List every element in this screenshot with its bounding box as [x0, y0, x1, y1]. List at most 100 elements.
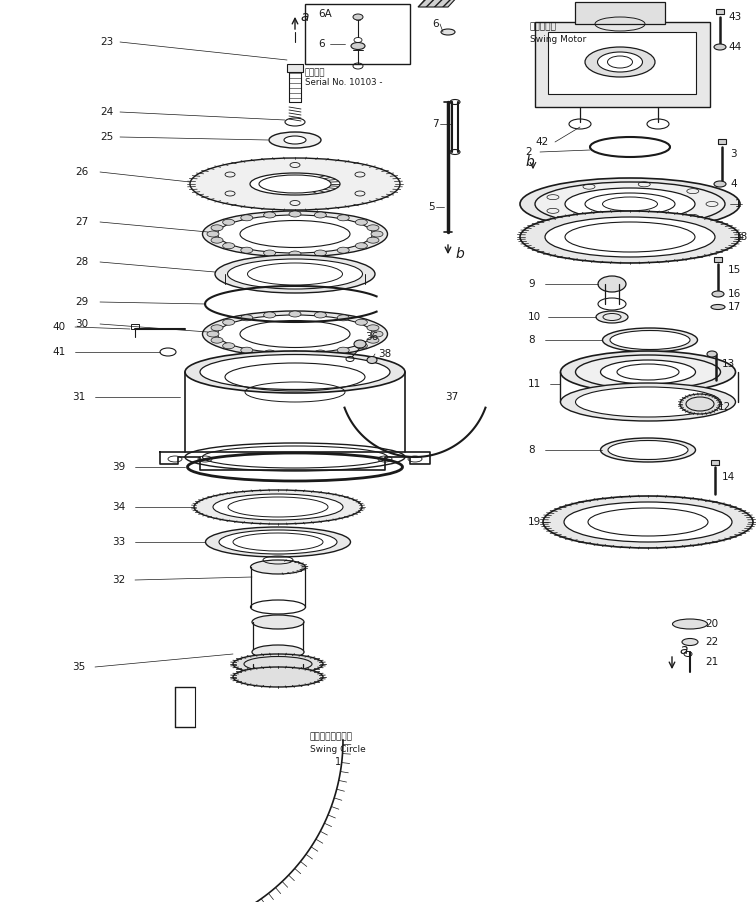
Ellipse shape — [241, 247, 253, 253]
Ellipse shape — [314, 350, 327, 356]
Text: 37: 37 — [445, 392, 458, 402]
Ellipse shape — [337, 247, 349, 253]
Ellipse shape — [211, 337, 223, 343]
Ellipse shape — [289, 311, 301, 317]
Text: 15: 15 — [728, 265, 741, 275]
Text: 旋回モータ: 旋回モータ — [530, 23, 557, 32]
Bar — [548, 32, 696, 94]
Ellipse shape — [252, 645, 304, 659]
Text: 28: 28 — [75, 257, 88, 267]
Text: 12: 12 — [718, 402, 731, 412]
Ellipse shape — [264, 250, 276, 256]
Ellipse shape — [600, 438, 696, 462]
Text: 40: 40 — [52, 322, 65, 332]
Text: 29: 29 — [75, 297, 88, 307]
Ellipse shape — [337, 215, 349, 221]
Text: 20: 20 — [705, 619, 718, 629]
Text: 4: 4 — [730, 179, 736, 189]
Text: 24: 24 — [100, 107, 113, 117]
Ellipse shape — [250, 560, 305, 574]
Text: 1: 1 — [335, 757, 341, 767]
Ellipse shape — [367, 237, 379, 244]
Text: 31: 31 — [72, 392, 85, 402]
Ellipse shape — [597, 52, 643, 72]
Ellipse shape — [575, 355, 720, 389]
Ellipse shape — [600, 360, 696, 384]
Text: Serial No. 10103 -: Serial No. 10103 - — [305, 78, 383, 87]
Text: 10: 10 — [528, 312, 541, 322]
Text: 9: 9 — [528, 279, 534, 289]
Ellipse shape — [233, 654, 323, 674]
Text: 25: 25 — [100, 132, 113, 142]
Text: 27: 27 — [75, 217, 88, 227]
Ellipse shape — [367, 225, 379, 231]
Text: b: b — [525, 155, 534, 169]
Text: 7: 7 — [432, 119, 438, 129]
Ellipse shape — [598, 276, 626, 292]
Ellipse shape — [207, 231, 219, 237]
Ellipse shape — [223, 343, 234, 349]
Text: 6: 6 — [432, 19, 438, 29]
Ellipse shape — [314, 312, 327, 318]
Ellipse shape — [355, 219, 367, 226]
Text: 33: 33 — [112, 537, 125, 547]
Text: 8: 8 — [528, 335, 534, 345]
Text: 2: 2 — [525, 147, 531, 157]
Polygon shape — [418, 0, 460, 7]
Text: 22: 22 — [705, 637, 718, 647]
Text: 23: 23 — [100, 37, 113, 47]
Text: 32: 32 — [112, 575, 125, 585]
Ellipse shape — [711, 305, 725, 309]
Text: 26: 26 — [75, 167, 88, 177]
Text: 8: 8 — [528, 445, 534, 455]
Ellipse shape — [200, 354, 390, 390]
Ellipse shape — [218, 315, 373, 353]
Text: 36: 36 — [365, 332, 378, 342]
Text: a: a — [300, 10, 308, 24]
Ellipse shape — [264, 212, 276, 218]
Ellipse shape — [241, 315, 253, 321]
Ellipse shape — [585, 47, 655, 77]
Text: 1: 1 — [735, 199, 742, 209]
Ellipse shape — [289, 211, 301, 217]
Ellipse shape — [371, 231, 383, 237]
Ellipse shape — [560, 383, 736, 421]
Text: 6: 6 — [318, 39, 324, 49]
Text: 39: 39 — [112, 462, 125, 472]
Ellipse shape — [314, 212, 327, 218]
Ellipse shape — [608, 440, 688, 459]
Bar — [535, 22, 710, 107]
Text: 6A: 6A — [318, 9, 332, 19]
Bar — [711, 460, 719, 465]
Ellipse shape — [241, 347, 253, 354]
Ellipse shape — [213, 494, 343, 520]
Ellipse shape — [206, 527, 351, 557]
Ellipse shape — [565, 188, 695, 220]
Text: Swing Motor: Swing Motor — [530, 35, 586, 44]
Ellipse shape — [250, 173, 340, 195]
Ellipse shape — [337, 347, 349, 354]
Ellipse shape — [223, 219, 234, 226]
Bar — [714, 257, 722, 262]
Ellipse shape — [190, 158, 400, 210]
Text: 19: 19 — [528, 517, 541, 527]
Ellipse shape — [219, 530, 337, 554]
Text: 適用号機: 適用号機 — [305, 68, 326, 77]
Ellipse shape — [712, 291, 724, 297]
Ellipse shape — [603, 328, 698, 352]
Text: 43: 43 — [728, 12, 741, 22]
Ellipse shape — [218, 215, 373, 253]
Ellipse shape — [223, 319, 234, 326]
Ellipse shape — [371, 331, 383, 337]
Ellipse shape — [367, 325, 379, 331]
Ellipse shape — [289, 351, 301, 357]
Ellipse shape — [264, 312, 276, 318]
Ellipse shape — [520, 178, 740, 230]
Ellipse shape — [314, 250, 327, 256]
Ellipse shape — [194, 490, 362, 524]
Ellipse shape — [264, 350, 276, 356]
Ellipse shape — [520, 211, 740, 263]
Ellipse shape — [351, 42, 365, 50]
Ellipse shape — [596, 311, 628, 323]
Text: 14: 14 — [722, 472, 736, 482]
